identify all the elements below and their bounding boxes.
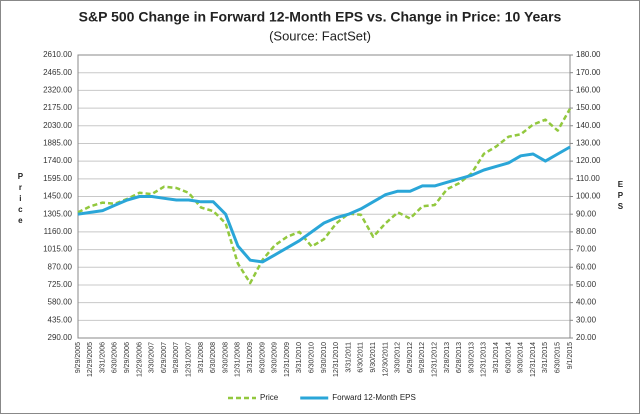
y-tick-label: 1450.00 <box>43 192 72 201</box>
x-tick-label: 9/30/2008 <box>222 342 229 373</box>
x-tick-label: 12/31/2007 <box>186 342 193 377</box>
x-tick-label: 9/29/2005 <box>75 342 82 373</box>
y2-tick-label: 40.00 <box>576 298 597 307</box>
x-tick-label: 12/29/2005 <box>87 342 94 377</box>
x-tick-label: 6/30/2008 <box>210 342 217 373</box>
x-tick-label: 12/31/2014 <box>530 342 537 377</box>
x-tick-label: 9/28/2012 <box>419 342 426 373</box>
x-tick-label: 9/1/2015 <box>567 342 574 369</box>
y-tick-label: 2175.00 <box>43 103 72 112</box>
y2-tick-label: 120.00 <box>576 156 601 165</box>
legend-label: Forward 12-Month EPS <box>332 393 416 402</box>
y-tick-label: 435.00 <box>48 315 73 324</box>
y2-tick-label: 100.00 <box>576 192 601 201</box>
x-tick-label: 12/30/2011 <box>382 342 389 377</box>
y2-tick-label: 30.00 <box>576 315 597 324</box>
y-tick-label: 580.00 <box>48 298 73 307</box>
y2-axis-title: EPS <box>616 180 625 213</box>
x-tick-label: 9/30/2014 <box>518 342 525 373</box>
x-tick-label: 12/31/2012 <box>432 342 439 377</box>
x-tick-label: 3/30/2012 <box>395 342 402 373</box>
chart-title: S&P 500 Change in Forward 12-Month EPS v… <box>79 9 562 25</box>
y-tick-label: 1595.00 <box>43 174 72 183</box>
x-tick-label: 12/31/2010 <box>333 342 340 377</box>
x-tick-label: 9/30/2009 <box>272 342 279 373</box>
x-tick-label: 6/30/2009 <box>259 342 266 373</box>
x-tick-label: 3/31/2011 <box>345 342 352 373</box>
y2-tick-label: 20.00 <box>576 333 597 342</box>
x-tick-label: 3/31/2006 <box>99 342 106 373</box>
legend-label: Price <box>260 393 279 402</box>
x-tick-label: 6/28/2013 <box>456 342 463 373</box>
x-tick-label: 12/31/2009 <box>284 342 291 377</box>
x-tick-label: 3/30/2007 <box>149 342 156 373</box>
y2-tick-label: 80.00 <box>576 227 597 236</box>
y-tick-label: 870.00 <box>48 262 73 271</box>
plot-border <box>77 54 571 339</box>
y-tick-label: 2465.00 <box>43 68 72 77</box>
x-tick-label: 12/31/2008 <box>235 342 242 377</box>
y2-tick-label: 60.00 <box>576 262 597 271</box>
x-tick-label: 3/28/2013 <box>444 342 451 373</box>
x-tick-label: 3/31/2014 <box>493 342 500 373</box>
y2-tick-label: 90.00 <box>576 209 597 218</box>
series-line <box>77 145 571 264</box>
y2-tick-label: 150.00 <box>576 103 601 112</box>
x-tick-label: 6/30/2011 <box>358 342 365 373</box>
y2-tick-label: 170.00 <box>576 68 601 77</box>
y-tick-label: 290.00 <box>48 333 73 342</box>
x-tick-label: 12/31/2013 <box>481 342 488 377</box>
chart-subtitle: (Source: FactSet) <box>269 28 371 43</box>
y-tick-label: 2030.00 <box>43 121 72 130</box>
y-axis-title: Price <box>16 172 25 227</box>
y-tick-label: 2320.00 <box>43 85 72 94</box>
y2-tick-label: 50.00 <box>576 280 597 289</box>
y-tick-label: 1015.00 <box>43 245 72 254</box>
y-tick-label: 1305.00 <box>43 209 72 218</box>
x-tick-label: 3/31/2008 <box>198 342 205 373</box>
y-tick-label: 2610.00 <box>43 50 72 59</box>
x-tick-label: 12/29/2006 <box>136 342 143 377</box>
x-tick-label: 6/30/2010 <box>309 342 316 373</box>
y-tick-label: 725.00 <box>48 280 73 289</box>
x-tick-label: 9/30/2011 <box>370 342 377 373</box>
x-tick-label: 9/30/2013 <box>468 342 475 373</box>
y-tick-label: 1740.00 <box>43 156 72 165</box>
x-tick-label: 6/29/2012 <box>407 342 414 373</box>
x-tick-label: 6/29/2007 <box>161 342 168 373</box>
x-tick-label: 6/30/2014 <box>505 342 512 373</box>
y2-tick-label: 160.00 <box>576 85 601 94</box>
series-line <box>77 108 572 285</box>
x-tick-label: 6/30/2015 <box>555 342 562 373</box>
y2-tick-label: 140.00 <box>576 121 601 130</box>
x-tick-label: 3/31/2009 <box>247 342 254 373</box>
x-tick-label: 3/31/2010 <box>296 342 303 373</box>
y2-tick-label: 70.00 <box>576 245 597 254</box>
x-tick-label: 9/28/2007 <box>173 342 180 373</box>
x-tick-label: 9/30/2010 <box>321 342 328 373</box>
y2-tick-label: 180.00 <box>576 50 601 59</box>
y2-tick-label: 110.00 <box>576 174 600 183</box>
y-tick-label: 1885.00 <box>43 139 72 148</box>
y2-tick-label: 130.00 <box>576 139 601 148</box>
x-tick-label: 6/30/2006 <box>112 342 119 373</box>
x-tick-label: 9/29/2006 <box>124 342 131 373</box>
y-tick-label: 1160.00 <box>44 227 73 236</box>
x-tick-label: 3/31/2015 <box>542 342 549 373</box>
